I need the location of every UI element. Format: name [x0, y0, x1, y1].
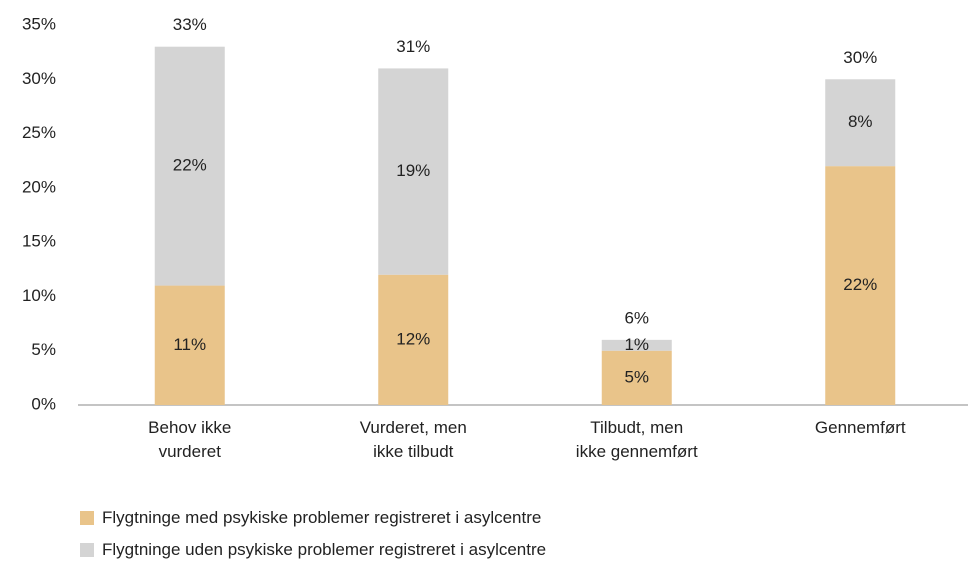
- legend-swatch: [80, 543, 94, 557]
- legend-item: Flygtninge med psykiske problemer regist…: [80, 508, 541, 528]
- data-label: 22%: [843, 275, 877, 294]
- bar-segment: [154, 285, 225, 405]
- legend-label: Flygtninge uden psykiske problemer regis…: [102, 540, 547, 559]
- y-tick-label: 0%: [31, 394, 56, 413]
- y-tick-label: 5%: [31, 340, 56, 359]
- legend-item: Flygtninge uden psykiske problemer regis…: [80, 540, 546, 560]
- data-label: 19%: [396, 161, 430, 180]
- data-label: 22%: [173, 156, 207, 175]
- bar-segment: [154, 46, 225, 286]
- total-label: 6%: [624, 308, 649, 327]
- x-tick-label: Tilbudt, men ikke gennemført: [575, 418, 698, 461]
- data-label: 1%: [624, 335, 649, 354]
- y-tick-label: 30%: [22, 69, 56, 88]
- data-label: 11%: [173, 335, 206, 354]
- bar-segment: [378, 274, 449, 405]
- legend-label: Flygtninge med psykiske problemer regist…: [102, 508, 542, 527]
- bar-segment: [601, 339, 672, 351]
- y-tick-label: 35%: [22, 14, 56, 33]
- total-label: 33%: [173, 15, 207, 34]
- legend-swatch: [80, 511, 94, 525]
- total-label: 30%: [843, 48, 877, 67]
- y-tick-label: 20%: [22, 177, 56, 196]
- bar-segment: [601, 350, 672, 405]
- data-label: 5%: [624, 367, 649, 386]
- bar-segment: [825, 166, 896, 405]
- y-tick-label: 10%: [22, 286, 56, 305]
- total-label: 31%: [396, 37, 430, 56]
- y-tick-label: 15%: [22, 232, 56, 251]
- y-tick-label: 25%: [22, 123, 56, 142]
- x-tick-label: Behov ikke vurderet: [148, 418, 232, 461]
- x-tick-label: Vurderet, men ikke tilbudt: [359, 418, 467, 461]
- x-tick-label: Gennemført: [814, 418, 906, 437]
- bar-segment: [825, 79, 896, 167]
- bar-segment: [378, 68, 449, 275]
- data-label: 8%: [848, 112, 873, 131]
- data-label: 12%: [396, 329, 430, 348]
